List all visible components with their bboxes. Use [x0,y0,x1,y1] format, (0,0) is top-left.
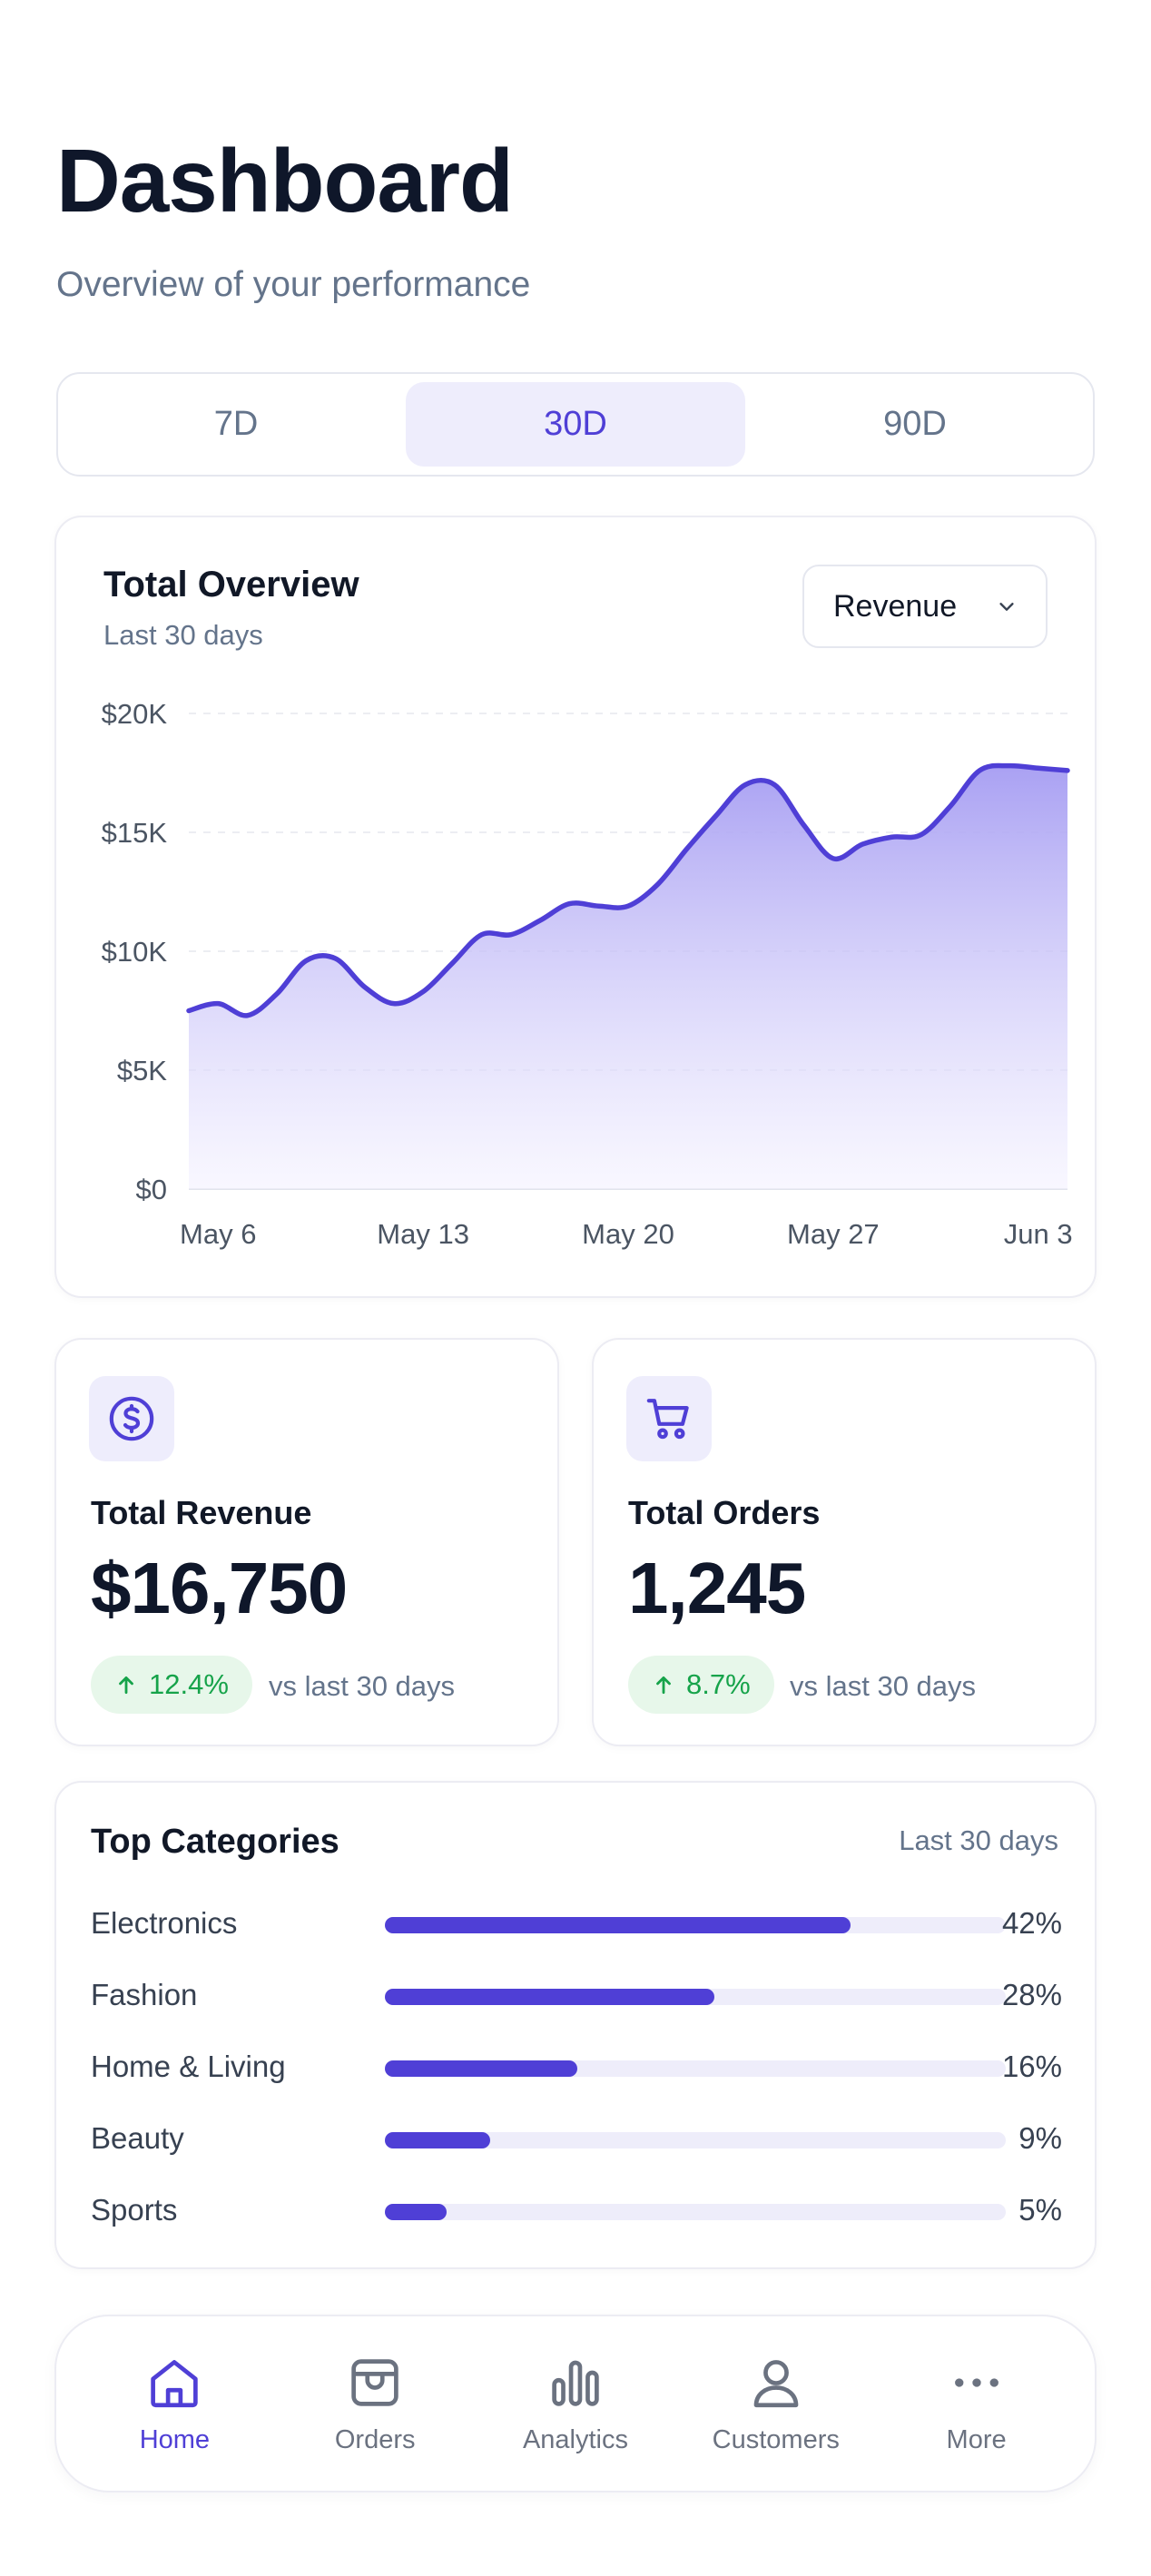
y-tick-label: $15K [102,817,168,849]
stat-label: Total Revenue [91,1494,312,1531]
header: Dashboard [56,131,514,231]
category-bar-track [385,1989,1006,2005]
tab-label: Orders [334,2424,416,2454]
tab-label: More [946,2424,1007,2454]
user-icon [753,2359,799,2407]
bottom-tab-bar: Home Orders Analytics Customers More [54,2315,1097,2492]
y-tick-label: $20K [102,698,168,730]
category-percent: 5% [1018,2193,1062,2227]
x-tick-label: May 27 [787,1218,880,1250]
category-bar-track [385,2132,1006,2148]
tab-more[interactable]: More [886,2353,1067,2455]
category-name: Home & Living [91,2050,286,2083]
page-title: Dashboard [56,131,514,231]
y-tick-label: $10K [102,936,168,968]
change-value: 8.7% [686,1668,751,1700]
category-row: Home & Living 16% [91,2044,1062,2089]
change-badge: 8.7% [628,1656,774,1714]
x-tick-label: May 6 [180,1218,256,1250]
change-badge: 12.4% [91,1656,252,1714]
comparison-text: vs last 30 days [269,1670,456,1702]
categories-range: Last 30 days [899,1824,1058,1856]
category-name: Beauty [91,2121,184,2155]
stat-value: 1,245 [628,1548,806,1628]
chevron-down-icon [999,603,1014,611]
category-row: Fashion 28% [91,1972,1062,2018]
page-subtitle: Overview of your performance [56,265,531,304]
category-bar-track [385,1917,1006,1933]
series-line [186,762,1070,1018]
category-name: Fashion [91,1978,198,2011]
category-percent: 42% [1001,1906,1062,1940]
category-bar-fill [385,2060,578,2077]
tab-label: Analytics [522,2424,628,2454]
category-row: Electronics 42% [91,1901,1062,1946]
category-bar-fill [385,2204,448,2220]
dollar-circle-icon [89,1376,174,1461]
tab-analytics[interactable]: Analytics [485,2353,666,2455]
home-icon [151,2359,199,2407]
comparison-text: vs last 30 days [790,1670,977,1702]
category-name: Sports [91,2193,178,2227]
category-bar-fill [385,1989,714,2005]
y-tick-label: $5K [117,1055,167,1086]
overview-title: Total Overview [103,565,359,605]
category-bar-fill [385,2132,491,2148]
total-orders-card[interactable]: Total Orders 1,245 8.7% vs last 30 days [592,1338,1097,1746]
range-tab-30d[interactable]: 30D [406,382,745,467]
range-segmented-control: 7D 30D 90D [56,372,1095,477]
category-row: Sports 5% [91,2188,1062,2233]
x-tick-label: May 20 [582,1218,674,1250]
revenue-chart: $0 $5K $10K $15K $20K May 6 May 13 May 20 May 27… [102,698,1073,1250]
arrow-up-icon [119,1676,133,1695]
arrow-up-icon [656,1676,671,1695]
more-dots-icon [954,2377,999,2387]
box-icon [351,2358,398,2406]
tab-home[interactable]: Home [84,2353,265,2455]
metric-select[interactable]: Revenue [802,565,1048,648]
tab-label: Customers [712,2424,840,2454]
series-area [189,765,1067,1189]
overview-subtitle: Last 30 days [103,619,263,651]
x-tick-label: Jun 3 [1004,1218,1073,1250]
tab-customers[interactable]: Customers [685,2353,867,2455]
range-tab-7d[interactable]: 7D [213,405,259,443]
tab-orders[interactable]: Orders [284,2353,466,2455]
category-bar-fill [385,1917,851,1933]
x-tick-label: May 13 [377,1218,469,1250]
categories-title: Top Categories [91,1823,339,1861]
category-row: Beauty 9% [91,2116,1062,2161]
metric-select-value: Revenue [833,588,958,624]
top-categories-card: Top Categories Last 30 days Electronics 4… [54,1781,1097,2269]
stat-value: $16,750 [91,1548,348,1628]
range-tab-90d[interactable]: 90D [883,405,947,443]
category-bar-track [385,2204,1006,2220]
shopping-cart-icon [626,1376,712,1461]
category-percent: 9% [1018,2121,1062,2155]
category-name: Electronics [91,1906,238,1940]
stat-label: Total Orders [628,1494,821,1531]
bar-chart-icon [552,2360,599,2406]
change-value: 12.4% [149,1668,229,1700]
category-percent: 16% [1001,2050,1062,2083]
y-tick-label: $0 [136,1174,167,1205]
tab-label: Home [139,2424,211,2454]
total-revenue-card[interactable]: Total Revenue $16,750 12.4% vs last 30 d… [54,1338,559,1746]
overview-card: $0 $5K $10K $15K $20K May 6 May 13 May 20 May 27… [54,516,1097,1298]
category-percent: 28% [1001,1978,1062,2011]
category-bar-track [385,2060,1006,2077]
